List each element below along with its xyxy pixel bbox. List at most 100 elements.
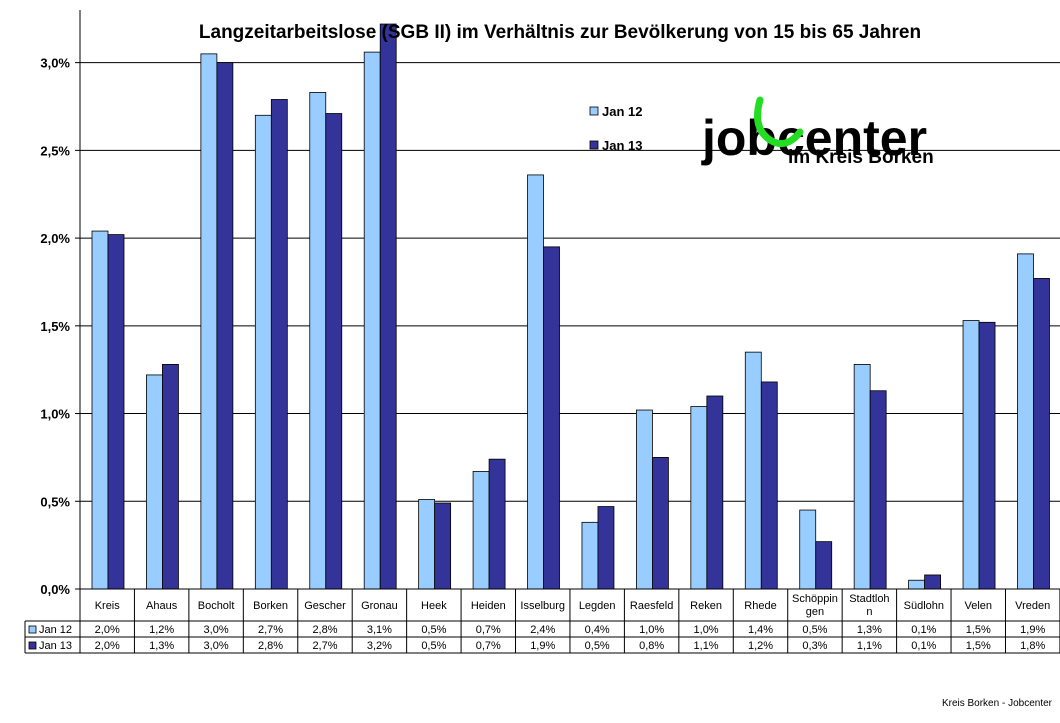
legend-label: Jan 13 xyxy=(602,138,642,153)
table-cell: 1,0% xyxy=(639,624,664,636)
table-cell: 1,1% xyxy=(857,640,882,652)
bar-jan-13 xyxy=(924,574,941,590)
bar-jan-13 xyxy=(597,506,615,590)
bar-jan-13 xyxy=(379,23,397,590)
y-axis-ticks: 0,0% 0,5% 1,0% 1,5% 2,0% 2,5% 3,0% xyxy=(40,56,80,597)
bar-jan-13 xyxy=(652,457,669,590)
legend: Jan 12 Jan 13 xyxy=(589,104,642,153)
category-label: Stadtloh n xyxy=(849,593,889,618)
table-cell: 0,3% xyxy=(802,640,827,652)
category-label: Velen xyxy=(964,600,992,612)
table-cell: 3,1% xyxy=(367,624,392,636)
table-cell: 0,1% xyxy=(911,624,936,636)
table-cell: 0,5% xyxy=(585,640,610,652)
table-legend-swatch xyxy=(28,641,37,650)
bar-jan-12 xyxy=(418,499,436,590)
bar-jan-12 xyxy=(962,320,980,590)
table-cell: 3,2% xyxy=(367,640,392,652)
table-cell: 0,5% xyxy=(421,624,446,636)
y-tick-label: 2,5% xyxy=(40,143,70,158)
table-cell: 1,5% xyxy=(966,640,991,652)
bar-jan-12 xyxy=(363,51,381,590)
table-cell: 1,5% xyxy=(966,624,991,636)
bar-jan-12 xyxy=(690,406,708,590)
table-cell: 0,8% xyxy=(639,640,664,652)
category-label: Schöppin gen xyxy=(792,593,838,618)
table-cell: 1,0% xyxy=(694,624,719,636)
category-label: Borken xyxy=(253,600,288,612)
category-label: Heek xyxy=(421,600,447,612)
category-label: Vreden xyxy=(1015,600,1050,612)
table-cell: 2,7% xyxy=(258,624,283,636)
table-cell: 2,8% xyxy=(258,640,283,652)
table-cell: 2,4% xyxy=(530,624,555,636)
bar-jan-12 xyxy=(744,351,762,590)
table-cell: 2,8% xyxy=(312,624,337,636)
category-label: Heiden xyxy=(471,600,506,612)
category-label: Südlohn xyxy=(904,600,944,612)
category-label: Bocholt xyxy=(198,600,235,612)
bar-jan-13 xyxy=(760,381,778,590)
table-cell: 2,7% xyxy=(312,640,337,652)
bars xyxy=(91,23,1050,590)
table-series-name: Jan 13 xyxy=(39,640,72,652)
table-cell: 1,2% xyxy=(748,640,773,652)
bar-jan-12 xyxy=(799,509,817,590)
table-cell: 1,9% xyxy=(530,640,555,652)
category-label: Legden xyxy=(579,600,616,612)
y-tick-label: 0,0% xyxy=(40,582,70,597)
logo-swoosh-icon xyxy=(754,96,804,148)
table-cell: 3,0% xyxy=(204,624,229,636)
bar-jan-13 xyxy=(162,364,179,590)
table-cell: 0,7% xyxy=(476,640,501,652)
table-cell: 0,4% xyxy=(585,624,610,636)
data-table: Kreis Ahaus Bocholt Borken Gescher Gronau Heek… xyxy=(24,589,1060,654)
category-label: Gescher xyxy=(304,600,346,612)
chart-title: Langzeitarbeitslose (SGB II) im Verhältn… xyxy=(199,22,921,43)
bar-jan-12 xyxy=(581,521,599,590)
table-series-name: Jan 12 xyxy=(39,624,72,636)
y-tick-label: 3,0% xyxy=(40,56,70,71)
bar-jan-12 xyxy=(853,364,871,590)
bar-jan-13 xyxy=(978,321,996,590)
footer-credit: Kreis Borken - Jobcenter xyxy=(942,698,1053,709)
table-cell: 1,2% xyxy=(149,624,174,636)
bar-jan-12 xyxy=(1017,253,1034,590)
table-cell: 0,1% xyxy=(911,640,936,652)
category-label: Kreis xyxy=(95,600,121,612)
table-cell: 1,8% xyxy=(1020,640,1045,652)
bar-jan-12 xyxy=(527,174,544,590)
bar-jan-13 xyxy=(815,541,833,590)
legend-swatch xyxy=(589,106,599,116)
bar-jan-12 xyxy=(908,579,925,590)
bar-jan-12 xyxy=(200,53,218,590)
table-cell: 3,0% xyxy=(204,640,229,652)
table-cell: 2,0% xyxy=(95,640,120,652)
table-cell: 1,3% xyxy=(149,640,174,652)
y-tick-label: 2,0% xyxy=(40,231,70,246)
category-label: Rhede xyxy=(744,600,776,612)
bar-jan-13 xyxy=(434,502,452,590)
y-tick-label: 1,0% xyxy=(40,407,70,422)
category-label: Gronau xyxy=(361,600,398,612)
bar-jan-12 xyxy=(636,409,653,590)
bar-jan-12 xyxy=(309,92,327,590)
bar-jan-12 xyxy=(472,471,490,590)
table-cell: 0,7% xyxy=(476,624,501,636)
gridlines xyxy=(80,62,1060,502)
table-cell: 1,1% xyxy=(694,640,719,652)
bar-jan-13 xyxy=(706,395,724,590)
table-cell: 1,3% xyxy=(857,624,882,636)
bar-jan-13 xyxy=(488,458,506,590)
bar-jan-12 xyxy=(91,230,109,590)
table-legend-swatch xyxy=(28,625,37,634)
bar-jan-13 xyxy=(325,113,343,590)
bar-jan-12 xyxy=(146,374,163,590)
bar-jan-13 xyxy=(107,234,125,590)
y-tick-label: 1,5% xyxy=(40,319,70,334)
bar-jan-13 xyxy=(216,62,234,590)
table-cell: 1,4% xyxy=(748,624,773,636)
table-cell: 1,9% xyxy=(1020,624,1045,636)
category-label: Raesfeld xyxy=(630,600,673,612)
table-cell: 0,5% xyxy=(421,640,446,652)
